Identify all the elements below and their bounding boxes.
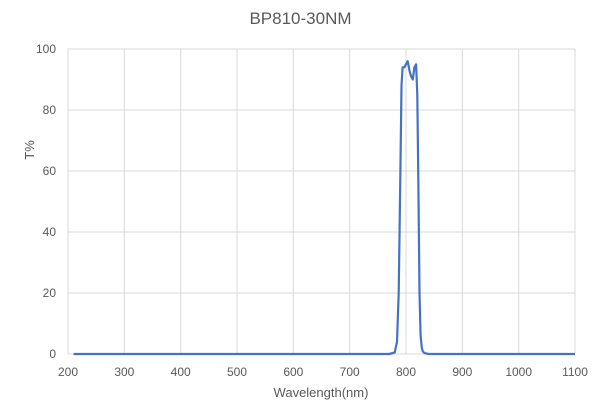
x-tick-label: 300 bbox=[114, 365, 134, 379]
gridlines bbox=[67, 48, 576, 355]
x-axis-label: Wavelength(nm) bbox=[274, 385, 369, 400]
x-tick-label: 400 bbox=[171, 365, 191, 379]
x-tick-label: 700 bbox=[340, 365, 360, 379]
x-tick-label: 200 bbox=[58, 365, 78, 379]
x-tick-label: 1000 bbox=[505, 365, 532, 379]
y-tick-label: 0 bbox=[49, 347, 56, 361]
y-axis-label: T% bbox=[22, 140, 37, 160]
x-tick-label: 500 bbox=[227, 365, 247, 379]
transmission-curve bbox=[73, 60, 575, 356]
y-tick-label: 40 bbox=[43, 225, 57, 239]
y-tick-label: 80 bbox=[43, 103, 57, 117]
chart-title: BP810-30NM bbox=[249, 9, 352, 28]
y-axis-ticks: 0 20 40 60 80 100 bbox=[36, 42, 56, 361]
y-tick-label: 20 bbox=[43, 286, 57, 300]
x-axis-ticks: 200 300 400 500 600 700 800 900 1000 1100 bbox=[58, 365, 588, 379]
x-tick-label: 600 bbox=[283, 365, 303, 379]
x-tick-label: 800 bbox=[396, 365, 416, 379]
x-tick-label: 1100 bbox=[562, 365, 588, 379]
x-tick-label: 900 bbox=[452, 365, 472, 379]
y-tick-label: 60 bbox=[43, 164, 57, 178]
y-tick-label: 100 bbox=[36, 42, 56, 56]
